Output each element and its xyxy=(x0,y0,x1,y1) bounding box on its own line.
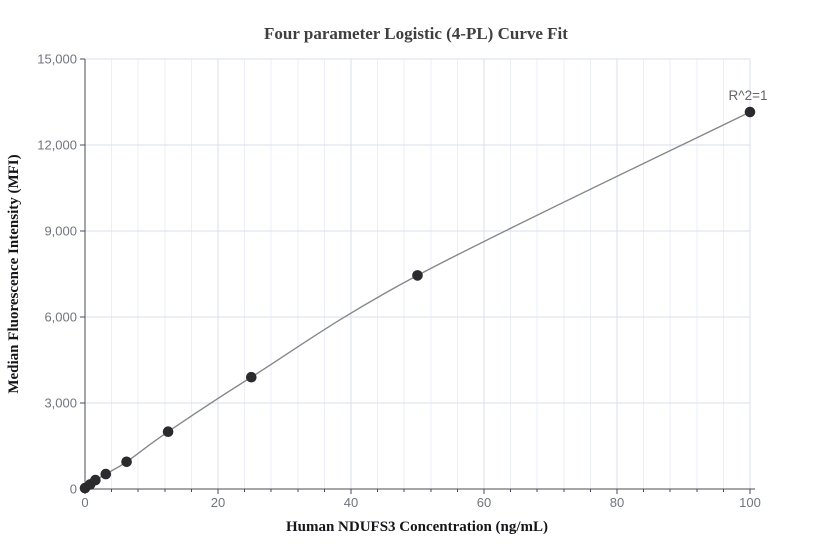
y-tick-label: 9,000 xyxy=(44,224,77,239)
x-tick-label: 20 xyxy=(211,495,225,510)
x-axis-label: Human NDUFS3 Concentration (ng/mL) xyxy=(286,519,548,535)
x-tick-label: 0 xyxy=(81,495,88,510)
data-point xyxy=(121,456,132,468)
y-tick-label: 6,000 xyxy=(44,310,77,325)
data-points xyxy=(79,106,756,494)
y-tick-label: 0 xyxy=(70,482,77,497)
data-point xyxy=(744,106,756,118)
x-tick-label: 80 xyxy=(610,495,624,510)
gridlines xyxy=(85,58,751,489)
y-tick-label: 15,000 xyxy=(37,52,77,67)
fit-line-curve xyxy=(84,111,751,489)
r-squared-annotation: R^2=1 xyxy=(729,88,768,103)
x-tick-label: 40 xyxy=(344,495,358,510)
tick-labels: 0 20 40 60 80 100 0 3,000 6,000 9,000 12,000 15,000 xyxy=(37,52,761,511)
data-point xyxy=(412,270,423,281)
chart-title: Four parameter Logistic (4-PL) Curve Fit xyxy=(264,24,568,43)
x-tick-label: 60 xyxy=(477,495,491,510)
data-point xyxy=(100,468,112,480)
axes xyxy=(80,58,755,494)
y-tick-label: 3,000 xyxy=(44,396,77,411)
data-point xyxy=(162,426,174,438)
y-tick-label: 12,000 xyxy=(37,138,77,153)
data-point xyxy=(90,474,101,486)
y-axis-label: Median Fluorescence Intensity (MFI) xyxy=(6,154,22,393)
data-point xyxy=(246,371,257,383)
x-tick-label: 100 xyxy=(739,495,761,510)
